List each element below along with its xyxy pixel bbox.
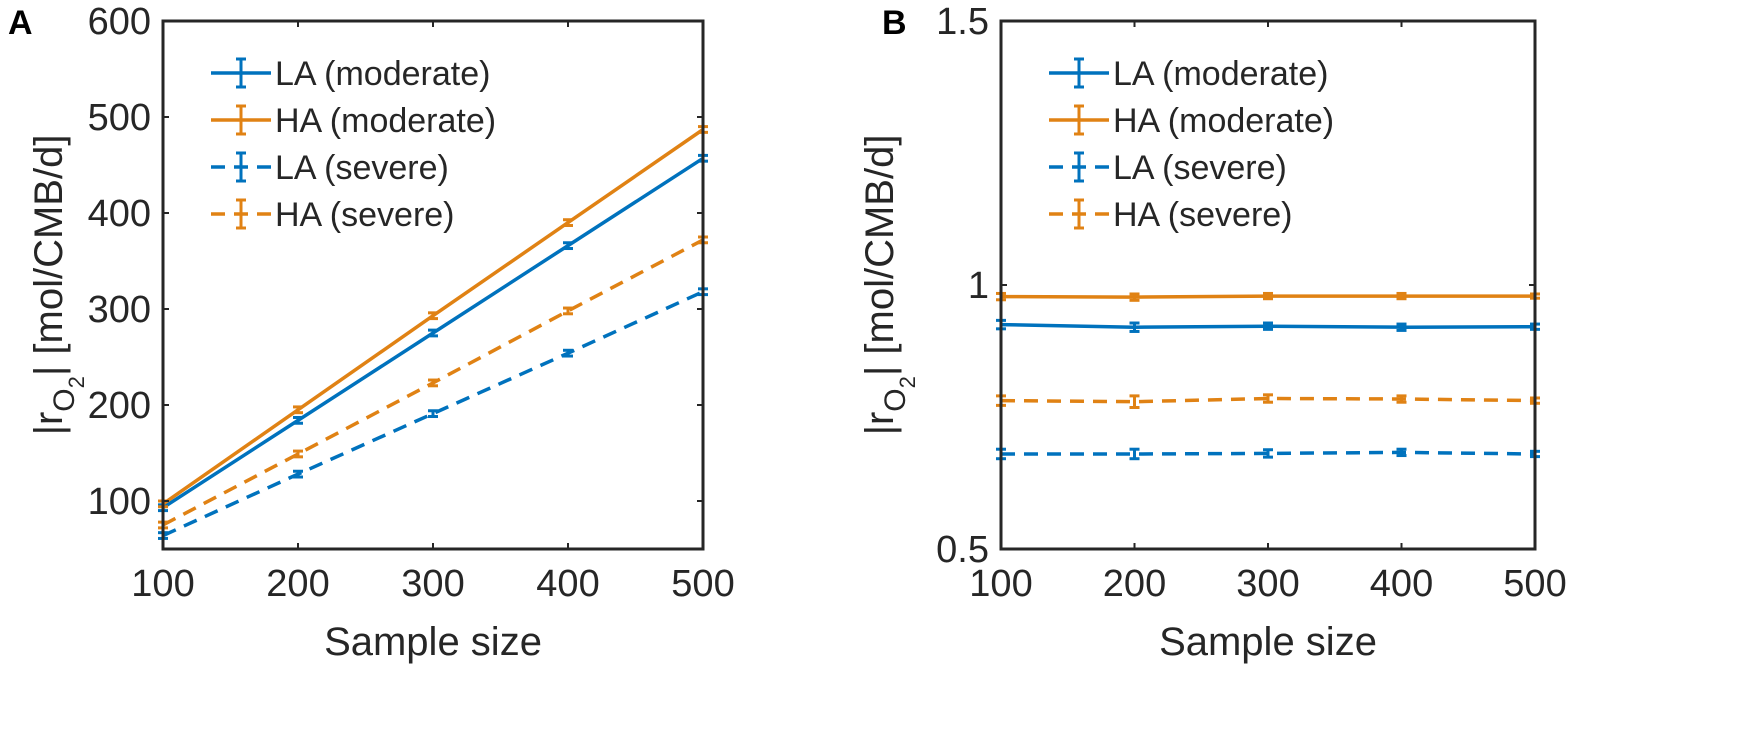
panel-b-legend-label: LA (severe) [1113, 149, 1287, 187]
panel-b-legend-entry: HA (moderate) [1049, 102, 1334, 140]
panel-b-error-bar [1263, 291, 1273, 301]
panel-a-x-tick-label: 400 [536, 563, 599, 605]
panel-b-error-bar [1129, 447, 1140, 461]
panel-b-series-line [1000, 396, 1536, 404]
panel-a-error-bar [428, 311, 438, 321]
panel-b-error-bar [1396, 322, 1407, 332]
panel-b-error-bar [1129, 321, 1140, 333]
panel-a-y-tick-label: 300 [88, 289, 151, 331]
panel-a-series-line [162, 290, 704, 538]
panel-b-series-3 [996, 393, 1540, 409]
panel-a-x-tick-label: 300 [401, 563, 464, 605]
panel-b-legend-label: HA (moderate) [1113, 102, 1334, 140]
panel-a-legend-label: HA (moderate) [275, 102, 496, 140]
panel-a-error-bar [428, 378, 438, 388]
panel-b-error-bar [1263, 448, 1273, 459]
panel-a-y-tick-label: 400 [88, 193, 151, 235]
panel-a-error-bar [293, 415, 303, 425]
panel-a-error-bar [563, 306, 573, 316]
svg-text:|rO2| [mol/CMB/d]: |rO2| [mol/CMB/d] [858, 135, 920, 436]
panel-a-error-bar [563, 218, 573, 227]
panel-a-x-axis-label: Sample size [324, 620, 542, 664]
panel-b-error-bar [1263, 321, 1273, 331]
panel-a-ylabel-rest: | [mol/CMB/d] [27, 135, 71, 377]
panel-b-label: B [882, 4, 907, 42]
panel-a-error-bar [563, 348, 573, 358]
panel-a-x-tick-label: 100 [131, 563, 194, 605]
panel-b-legend-label: HA (severe) [1113, 196, 1293, 234]
panel-b-error-bar [1396, 291, 1407, 301]
panel-a-y-tick-label: 200 [88, 385, 151, 427]
panel-b-error-bar [1129, 292, 1140, 302]
panel-b-legend-entry: LA (severe) [1049, 149, 1287, 187]
panel-a-label: A [8, 4, 33, 42]
panel-a-legend-entry: LA (moderate) [211, 55, 490, 93]
panel-a-legend-entry: HA (severe) [211, 196, 455, 234]
panel-b-ylabel-rest: | [mol/CMB/d] [858, 135, 902, 377]
panel-a-legend-entry: LA (severe) [211, 149, 449, 187]
panel-b-y-tick-label: 1 [968, 265, 989, 307]
panel-b-error-bar [1263, 393, 1273, 404]
panel-a-y-tick-label: 100 [88, 481, 151, 523]
panel-a-error-bar [563, 241, 573, 251]
panel-a-y-tick-label: 600 [88, 1, 151, 43]
panel-b-ylabel-sub: O [879, 388, 912, 411]
panel-a-error-bar [428, 409, 438, 419]
panel-b-x-tick-label: 100 [969, 563, 1032, 605]
panel-b-x-tick-label: 500 [1503, 563, 1566, 605]
panel-b: B 100 200 300 400 500 0.5 1 1.5 Sample size |rO… [858, 1, 1567, 664]
panel-a-legend-label: LA (severe) [275, 149, 449, 187]
panel-b-legend-entry: HA (severe) [1049, 196, 1293, 234]
panel-b-y-axis-label: |rO2| [mol/CMB/d] [858, 135, 920, 436]
panel-b-x-tick-label: 400 [1370, 563, 1433, 605]
panel-a-error-bar [428, 328, 438, 338]
panel-a-ylabel-sub: O [48, 388, 81, 411]
panel-b-x-axis-label: Sample size [1159, 620, 1377, 664]
panel-a-error-bar [293, 469, 303, 479]
panel-a: A 100 200 300 400 500 100 200 300 400 500 600 Samp… [8, 1, 735, 664]
panel-b-legend: LA (moderate) HA (moderate) LA (severe) HA … [1049, 55, 1334, 234]
panel-b-legend-entry: LA (moderate) [1049, 55, 1328, 93]
panel-b-error-bar [1396, 394, 1407, 404]
panel-b-x-tick-label: 200 [1103, 563, 1166, 605]
panel-a-legend-label: HA (severe) [275, 196, 455, 234]
panel-a-ylabel-subsub: 2 [64, 376, 89, 388]
svg-text:|rO2| [mol/CMB/d]: |rO2| [mol/CMB/d] [27, 135, 89, 436]
panel-a-x-tick-label: 500 [671, 563, 734, 605]
panel-a-error-bar [293, 405, 303, 415]
panel-a-legend-label: LA (moderate) [275, 55, 490, 93]
panel-b-error-bar [1129, 394, 1140, 409]
panel-a-ylabel-main: |r [27, 412, 71, 436]
panel-a-legend: LA (moderate) HA (moderate) LA (severe) HA … [211, 55, 496, 234]
panel-b-y-tick-label: 0.5 [936, 529, 989, 571]
panel-a-y-tick-label: 500 [88, 97, 151, 139]
panel-b-series-line [1001, 450, 1536, 456]
panel-b-ylabel-subsub: 2 [895, 376, 920, 388]
panel-b-x-tick-label: 300 [1236, 563, 1299, 605]
panel-a-x-tick-label: 200 [266, 563, 329, 605]
panel-b-ylabel-main: |r [858, 412, 902, 436]
panel-a-y-axis-label: |rO2| [mol/CMB/d] [27, 135, 89, 436]
panel-b-legend-label: LA (moderate) [1113, 55, 1328, 93]
panel-b-y-tick-label: 1.5 [936, 1, 989, 43]
panel-b-error-bar [1396, 447, 1407, 458]
panel-a-error-bar [293, 449, 303, 459]
panel-a-legend-entry: HA (moderate) [211, 102, 496, 140]
panel-a-series-0 [158, 153, 708, 513]
